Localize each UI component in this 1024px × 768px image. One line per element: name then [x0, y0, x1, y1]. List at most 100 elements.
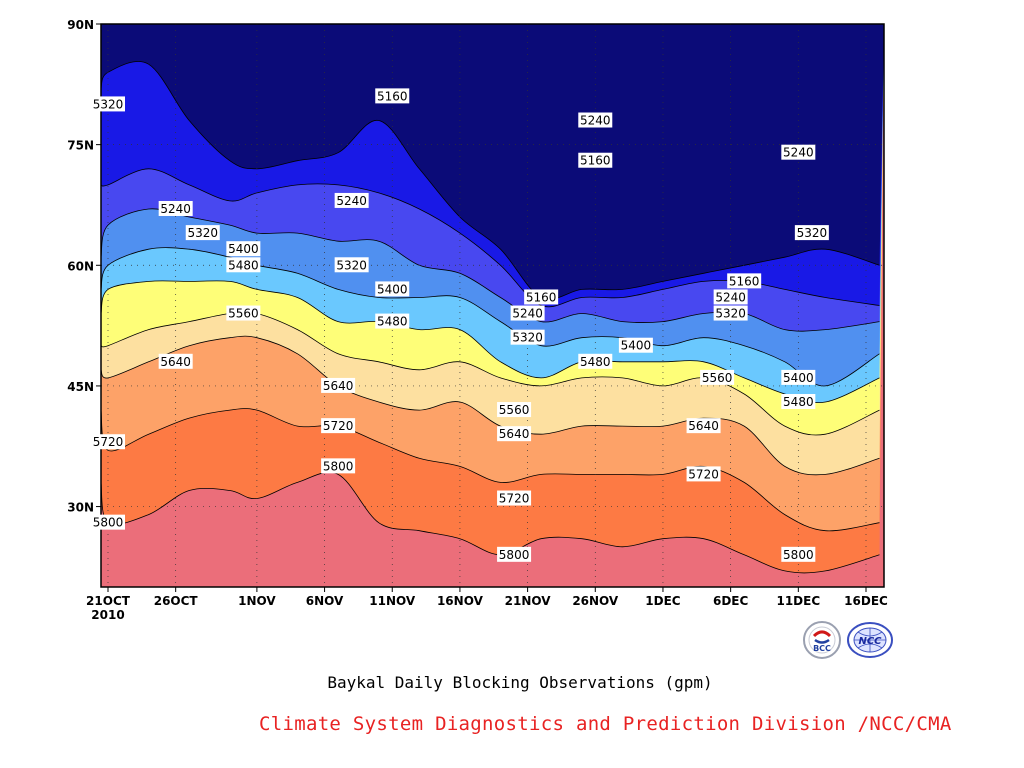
y-tick-label: 30N — [67, 501, 94, 515]
contour-label-5640: 5640 — [686, 418, 721, 434]
contour-line-5800 — [100, 471, 880, 574]
x-tick-label: 11NOV — [369, 594, 416, 608]
contour-label-box — [375, 88, 410, 104]
contour-label-5800: 5800 — [497, 546, 532, 562]
contour-label-text: 5640 — [688, 419, 719, 433]
contour-label-5320: 5320 — [510, 329, 545, 345]
contour-label-text: 5320 — [187, 226, 218, 240]
contour-label-5240: 5240 — [713, 289, 748, 305]
contour-label-text: 5560 — [228, 307, 259, 321]
contour-label-box — [497, 402, 532, 418]
contour-label-text: 5320 — [797, 226, 828, 240]
contour-label-box — [713, 289, 748, 305]
contour-label-box — [375, 313, 410, 329]
contour-label-text: 5400 — [621, 339, 652, 353]
contour-label-text: 5800 — [499, 548, 530, 562]
contour-fills — [101, 24, 884, 587]
contour-label-box — [510, 329, 545, 345]
contour-label-text: 5720 — [499, 492, 530, 506]
contour-label-5160: 5160 — [578, 152, 613, 168]
contour-label-5720: 5720 — [686, 466, 721, 482]
contour-label-box — [226, 241, 261, 257]
contour-label-box — [334, 192, 369, 208]
contour-line-5560 — [100, 311, 880, 436]
contour-label-text: 5240 — [715, 290, 746, 304]
contour-label-box — [781, 394, 816, 410]
contour-label-box — [91, 434, 125, 450]
contour-label-box — [497, 490, 532, 506]
contour-label-box — [686, 418, 721, 434]
contour-label-5240: 5240 — [334, 192, 369, 208]
contour-label-5320: 5320 — [334, 257, 369, 273]
contour-line-5720 — [100, 408, 880, 532]
contour-label-box — [618, 337, 653, 353]
contour-label-5560: 5560 — [497, 402, 532, 418]
contour-label-text: 5160 — [526, 290, 557, 304]
contour-label-text: 5240 — [783, 146, 814, 160]
contour-label-5400: 5400 — [375, 281, 410, 297]
contour-label-text: 5720 — [93, 435, 124, 449]
credit-line: Climate System Diagnostics and Predictio… — [259, 713, 952, 735]
contour-label-text: 5480 — [580, 355, 611, 369]
contour-label-text: 5320 — [336, 258, 367, 272]
x-tick-label: 2010 — [91, 608, 124, 622]
contour-label-box — [226, 305, 261, 321]
contour-label-text: 5240 — [580, 114, 611, 128]
contour-label-box — [686, 466, 721, 482]
band-fill-5160 — [101, 24, 884, 300]
contour-label-box — [781, 144, 816, 160]
x-tick-label: 1NOV — [238, 594, 276, 608]
x-tick-label: 11DEC — [776, 594, 820, 608]
contour-label-5320: 5320 — [185, 225, 220, 241]
contour-label-text: 5480 — [783, 395, 814, 409]
contour-label-box — [321, 418, 356, 434]
contour-label-box — [321, 377, 356, 393]
contour-label-5480: 5480 — [781, 394, 816, 410]
contour-label-5640: 5640 — [497, 426, 532, 442]
contour-label-text: 5320 — [93, 97, 124, 111]
chart-title: Baykal Daily Blocking Observations (gpm) — [327, 673, 713, 692]
contour-label-5800: 5800 — [781, 546, 816, 562]
contour-label-box — [158, 353, 193, 369]
x-tick-label: 26OCT — [154, 594, 199, 608]
contour-label-box — [781, 369, 816, 385]
contour-label-box — [578, 112, 613, 128]
contour-label-box — [334, 257, 369, 273]
x-tick-label: 21NOV — [505, 594, 552, 608]
contour-label-text: 5800 — [93, 516, 124, 530]
contour-label-box — [497, 546, 532, 562]
contour-label-text: 5160 — [377, 89, 408, 103]
y-tick-label: 90N — [67, 18, 94, 32]
contour-label-box — [578, 353, 613, 369]
ncc-logo: NCC — [846, 620, 894, 660]
contour-label-text: 5240 — [512, 307, 543, 321]
contour-label-5400: 5400 — [781, 369, 816, 385]
contour-label-box — [794, 225, 829, 241]
contour-label-box — [158, 200, 193, 216]
contour-label-5240: 5240 — [578, 112, 613, 128]
contour-label-box — [713, 305, 748, 321]
contour-label-text: 5240 — [160, 202, 191, 216]
contour-label-box — [226, 257, 261, 273]
contour-label-5480: 5480 — [578, 353, 613, 369]
contour-label-5720: 5720 — [321, 418, 356, 434]
contour-label-box — [497, 426, 532, 442]
contour-label-text: 5480 — [228, 258, 259, 272]
contour-label-5800: 5800 — [321, 458, 356, 474]
contour-label-5560: 5560 — [226, 305, 261, 321]
contour-label-5480: 5480 — [226, 257, 261, 273]
contour-label-box — [781, 546, 816, 562]
contour-label-5320: 5320 — [713, 305, 748, 321]
contour-label-text: 5320 — [715, 307, 746, 321]
x-tick-label: 21OCT — [86, 594, 131, 608]
x-tick-label: 6DEC — [713, 594, 749, 608]
contour-label-text: 5320 — [512, 331, 543, 345]
contour-label-text: 5240 — [336, 194, 367, 208]
contour-label-box — [510, 305, 545, 321]
contour-label-5640: 5640 — [158, 353, 193, 369]
contour-label-5240: 5240 — [510, 305, 545, 321]
contour-label-text: 5640 — [323, 379, 354, 393]
contour-line-5400 — [100, 247, 880, 387]
contour-label-text: 5160 — [729, 274, 760, 288]
